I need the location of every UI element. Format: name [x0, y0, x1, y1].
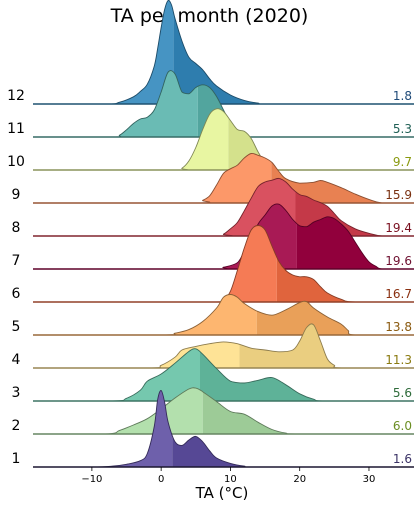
ridge-outline-9	[33, 152, 414, 204]
ridge-area-left-11	[33, 70, 198, 138]
x-axis-label: TA (°C)	[195, 484, 249, 502]
mean-label-11: 5.3	[393, 122, 412, 136]
month-label-7: 7	[12, 253, 21, 269]
ridge-shade-3	[199, 351, 414, 402]
ridges-group: 12 1.811 5.310 9.79 15.98 19.47 19.66 16.75 13.8…	[7, 0, 414, 468]
month-label-6: 6	[12, 286, 21, 302]
mean-label-12: 1.8	[393, 89, 412, 103]
ridge-shade-9	[271, 161, 414, 203]
chart-title: TA per month (2020)	[110, 5, 309, 27]
mean-label-10: 9.7	[393, 155, 412, 169]
ridge-area-left-3	[33, 348, 200, 402]
ridge-area-right-4	[239, 323, 414, 369]
ridge-shade-4	[239, 323, 414, 369]
ridge-outline-2	[33, 387, 414, 435]
ridge-area-left-5	[33, 294, 257, 336]
ridge-area-left-10	[33, 108, 229, 171]
mean-label-1: 1.6	[393, 452, 412, 466]
x-tick-label-3: 20	[293, 474, 306, 485]
ridge-month-8: 8 19.4	[12, 177, 414, 237]
month-label-1: 1	[12, 451, 21, 467]
month-label-4: 4	[12, 352, 21, 368]
month-label-2: 2	[12, 418, 21, 434]
ridge-shade-5	[256, 301, 414, 335]
month-label-12: 12	[7, 88, 25, 104]
mean-label-2: 6.0	[393, 419, 412, 433]
ridge-shade-1	[172, 435, 414, 468]
ridge-area-right-9	[271, 161, 414, 203]
ridge-outline-1	[32, 390, 414, 468]
ridge-shade-6	[276, 257, 414, 302]
x-tick-label-4: 30	[363, 474, 376, 485]
ridge-area-right-1	[172, 435, 414, 468]
mean-label-8: 19.4	[385, 221, 412, 235]
mean-label-9: 15.9	[385, 188, 412, 202]
ridge-outline-6	[33, 225, 414, 303]
ridge-area-right-6	[276, 257, 414, 302]
ridge-area-right-5	[256, 301, 414, 335]
ridge-area-left-6	[33, 225, 277, 303]
ridge-month-9: 9 15.9	[12, 152, 414, 204]
ridge-outline-12	[32, 0, 414, 105]
ridge-area-right-3	[199, 351, 414, 402]
ridge-area-left-12	[33, 0, 174, 105]
mean-label-4: 11.3	[385, 353, 412, 367]
month-label-11: 11	[7, 121, 25, 137]
mean-label-5: 13.8	[385, 320, 412, 334]
month-label-5: 5	[12, 319, 21, 335]
x-tick-label-1: 0	[158, 474, 164, 485]
ridge-month-10: 10 9.7	[7, 108, 414, 171]
mean-label-3: 5.6	[393, 386, 412, 400]
x-axis: −10 0 10 20 30	[33, 466, 414, 485]
ridge-area-left-9	[33, 153, 272, 204]
x-tick-label-2: 10	[224, 474, 237, 485]
month-label-3: 3	[12, 385, 21, 401]
ridge-outline-4	[33, 323, 414, 369]
x-tick-label-0: −10	[81, 474, 102, 485]
month-label-10: 10	[7, 154, 25, 170]
month-label-8: 8	[12, 220, 21, 236]
ridge-month-6: 6 16.7	[12, 225, 414, 303]
ridge-shade-2	[202, 391, 414, 434]
ridge-outline-8	[33, 177, 414, 237]
mean-label-7: 19.6	[385, 254, 412, 268]
mean-label-6: 16.7	[385, 287, 412, 301]
ridge-month-5: 5 13.8	[12, 294, 414, 336]
ridge-outline-3	[33, 348, 414, 402]
month-label-9: 9	[12, 187, 21, 203]
ridge-outline-5	[33, 294, 414, 336]
ridge-month-3: 3 5.6	[12, 348, 414, 402]
ridge-area-right-2	[202, 391, 414, 434]
